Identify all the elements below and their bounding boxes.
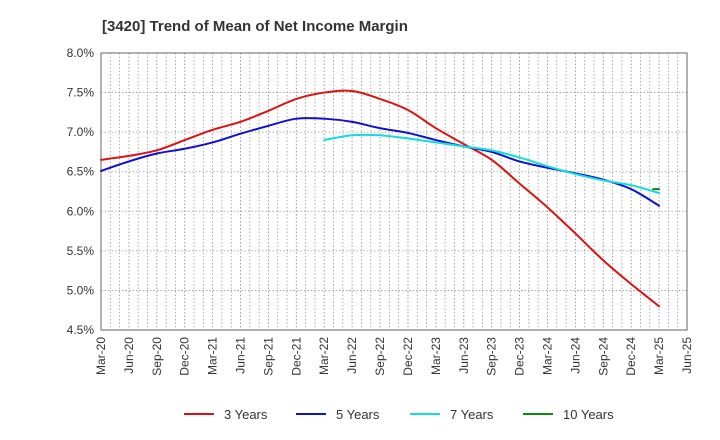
y-tick-label: 5.0% [67, 283, 95, 297]
y-axis-ticks: 4.5% 5.0% 5.5% 6.0% 6.5% 7.0% 7.5% 8.0% [67, 46, 95, 337]
legend: 3 Years 5 Years 7 Years 10 Years [184, 407, 614, 422]
x-axis-ticks: Mar-20 Jun-20 Sep-20 Dec-20 Mar-21 Jun-21 Sep-… [94, 337, 694, 376]
plot-frame [100, 52, 688, 331]
legend-label-7-years: 7 Years [450, 407, 494, 422]
series-lines [100, 89, 661, 308]
plot-grid [100, 52, 688, 331]
legend-label-5-years: 5 Years [336, 407, 380, 422]
x-tick-label: Sep-24 [596, 337, 610, 376]
x-tick-label: Mar-20 [94, 337, 108, 375]
x-tick-label: Jun-22 [345, 337, 359, 374]
y-tick-label: 7.0% [67, 125, 95, 139]
x-tick-label: Dec-24 [624, 337, 638, 376]
y-tick-label: 6.0% [67, 204, 95, 218]
y-tick-label: 6.5% [67, 165, 95, 179]
x-tick-label: Dec-23 [513, 337, 527, 376]
x-tick-label: Mar-23 [429, 337, 443, 375]
plot-area [101, 53, 687, 330]
y-tick-label: 4.5% [67, 323, 95, 337]
x-tick-label: Mar-24 [540, 337, 554, 375]
x-tick-label: Sep-23 [485, 337, 499, 376]
x-tick-label: Jun-21 [234, 337, 248, 374]
x-tick-label: Mar-21 [206, 337, 220, 375]
x-tick-label: Jun-25 [680, 337, 694, 374]
y-tick-label: 7.5% [67, 86, 95, 100]
chart-title: [3420] Trend of Mean of Net Income Margi… [102, 18, 408, 35]
series-line-7-years [323, 133, 661, 195]
x-tick-label: Sep-22 [373, 337, 387, 376]
x-tick-label: Dec-21 [289, 337, 303, 376]
legend-label-10-years: 10 Years [563, 407, 614, 422]
y-tick-label: 5.5% [67, 244, 95, 258]
y-tick-label: 8.0% [67, 46, 95, 60]
series-line-3-years [100, 89, 661, 308]
x-tick-label: Jun-20 [122, 337, 136, 374]
x-tick-label: Jun-23 [457, 337, 471, 374]
x-tick-label: Sep-21 [261, 337, 275, 376]
x-tick-label: Sep-20 [150, 337, 164, 376]
x-tick-label: Jun-24 [568, 337, 582, 374]
legend-label-3-years: 3 Years [224, 407, 268, 422]
x-tick-label: Mar-25 [652, 337, 666, 375]
x-tick-label: Dec-20 [178, 337, 192, 376]
x-tick-label: Mar-22 [317, 337, 331, 375]
x-tick-label: Dec-22 [401, 337, 415, 376]
